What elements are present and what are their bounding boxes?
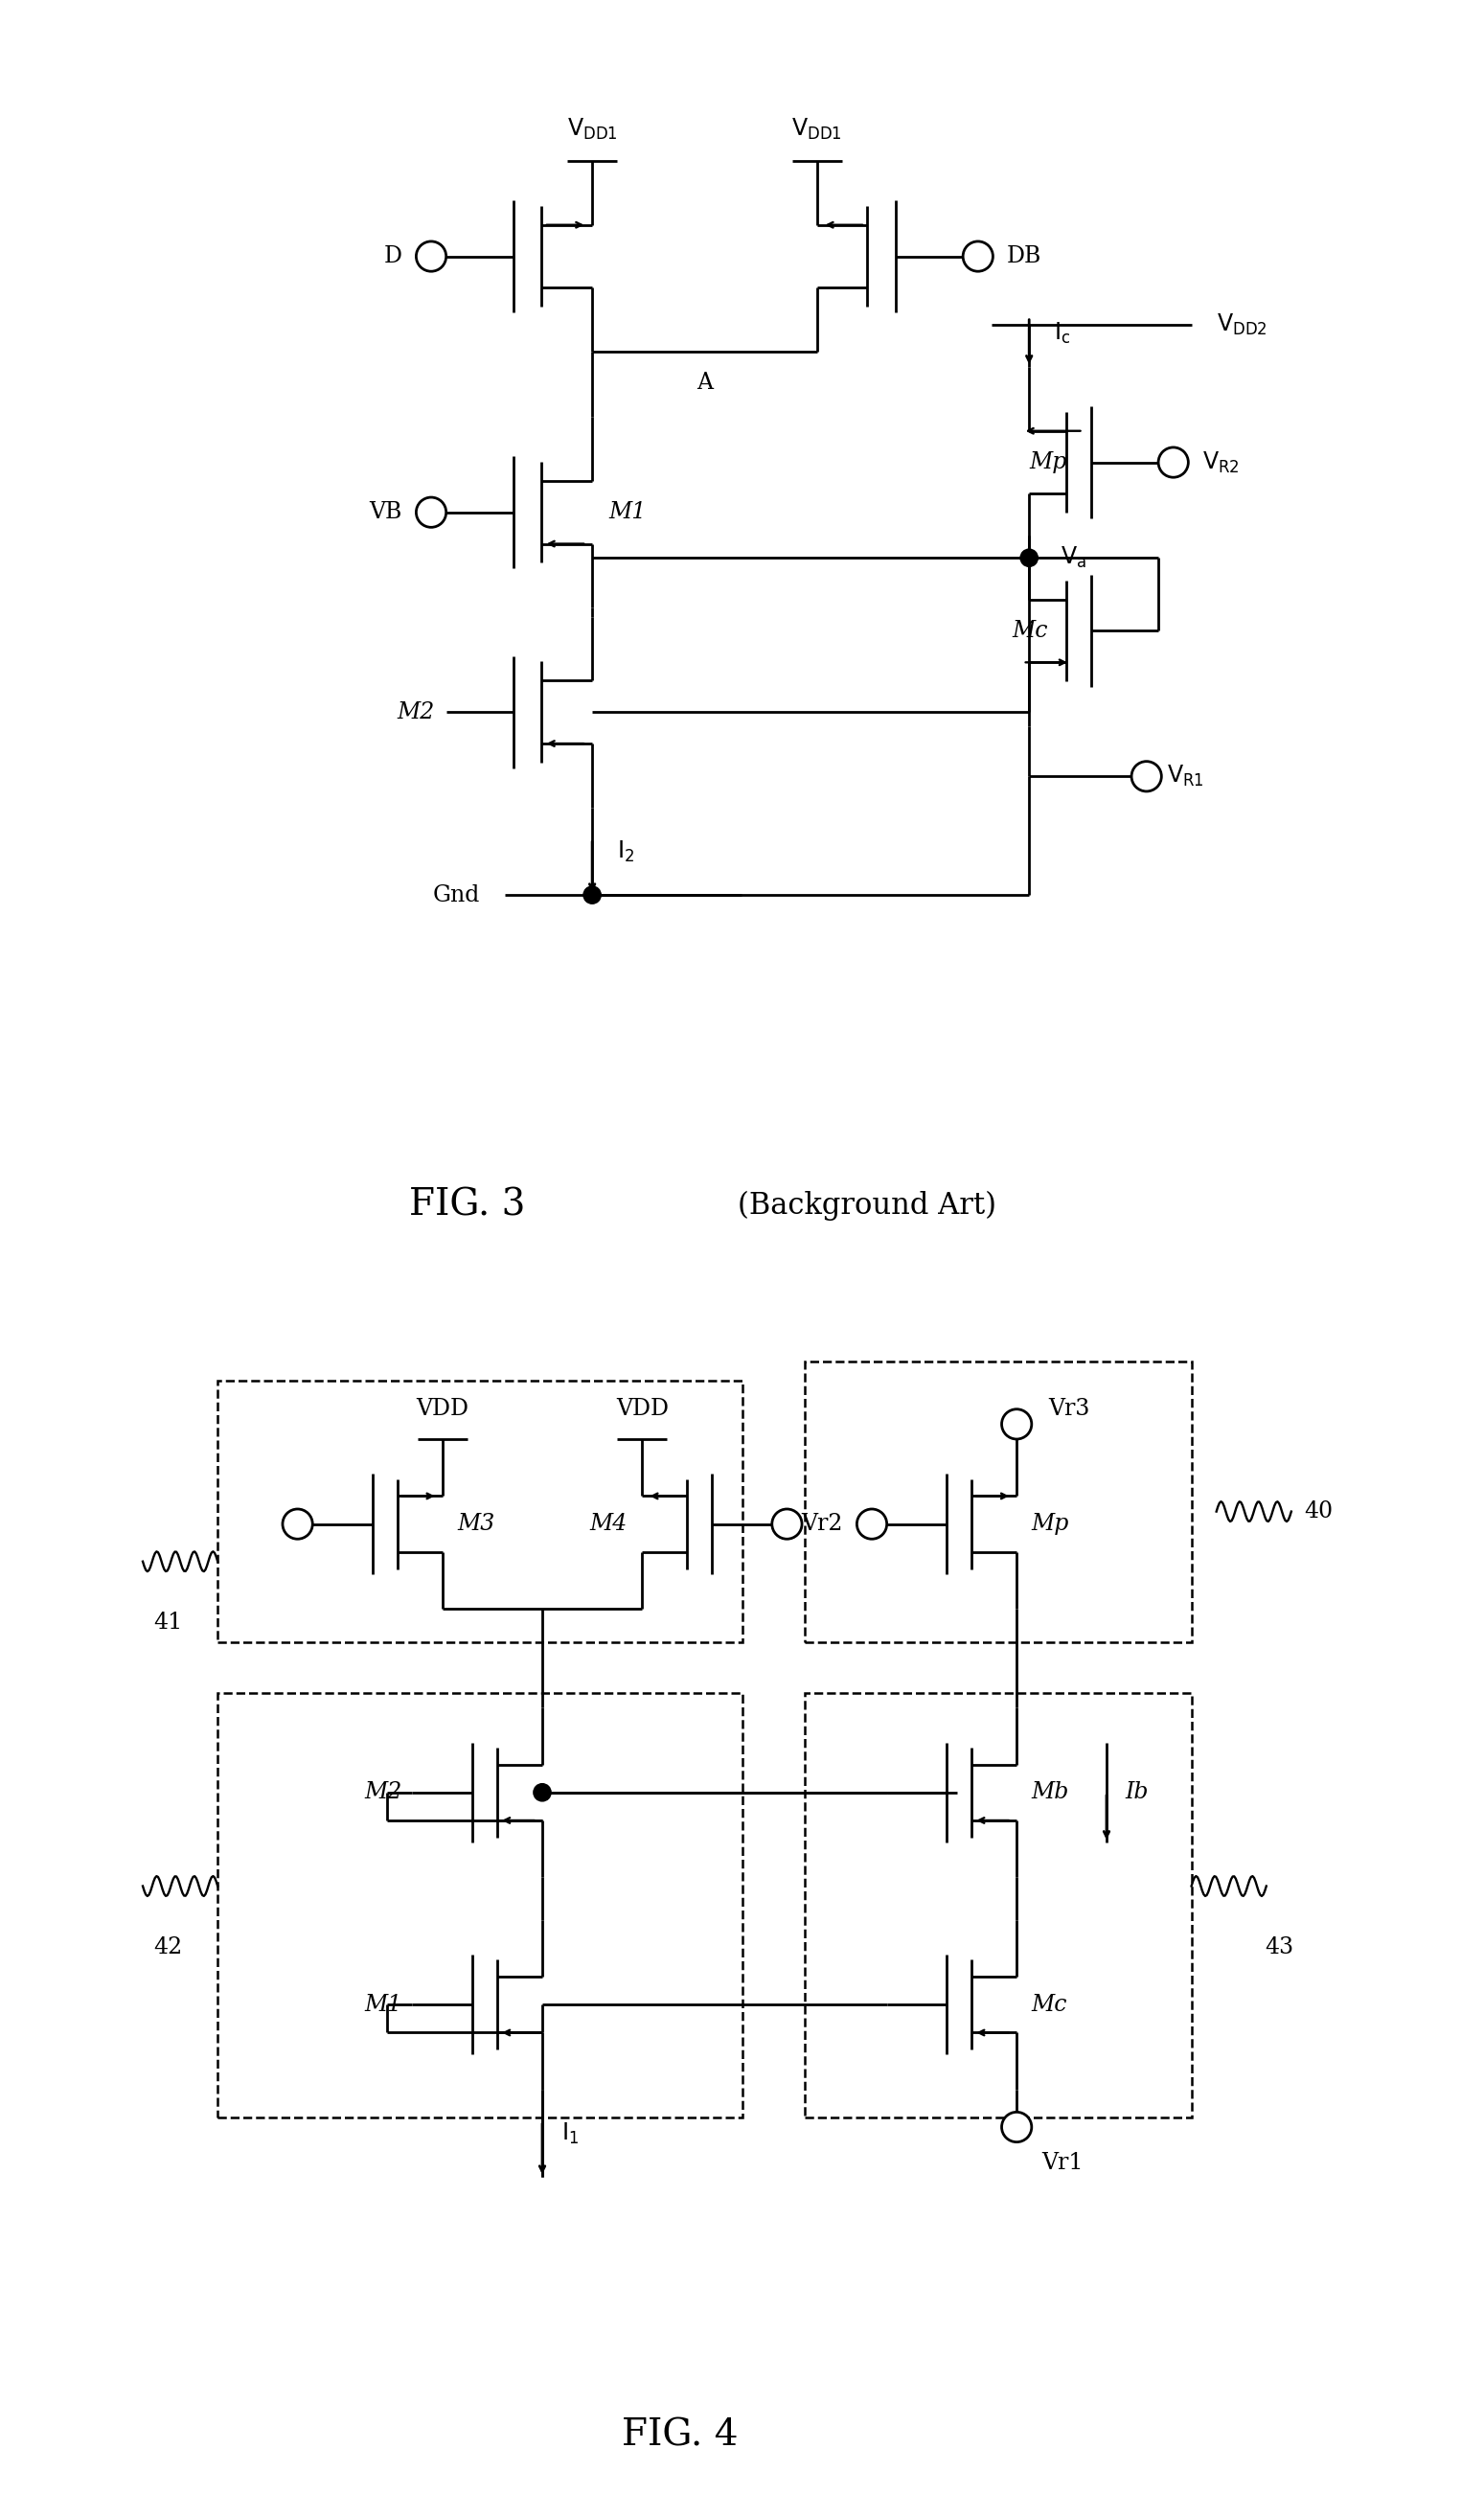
Circle shape: [772, 1510, 801, 1538]
Text: FIG. 4: FIG. 4: [622, 2419, 738, 2454]
Text: $\rm V_{DD2}$: $\rm V_{DD2}$: [1217, 312, 1267, 337]
Text: M4: M4: [589, 1513, 628, 1535]
Circle shape: [583, 886, 601, 904]
Circle shape: [963, 242, 993, 272]
Text: Gnd: Gnd: [432, 883, 479, 906]
Text: $\rm I_c$: $\rm I_c$: [1054, 320, 1070, 345]
Text: 40: 40: [1304, 1500, 1333, 1523]
Text: Mp: Mp: [1031, 1513, 1070, 1535]
Text: Mc: Mc: [1031, 1993, 1067, 2016]
Circle shape: [856, 1510, 887, 1538]
Circle shape: [1159, 448, 1189, 478]
Text: Ib: Ib: [1125, 1782, 1149, 1805]
Text: $\rm V_{DD1}$: $\rm V_{DD1}$: [567, 116, 617, 141]
Text: VB: VB: [370, 501, 402, 524]
Circle shape: [1002, 1410, 1031, 1440]
Text: Vr1: Vr1: [1042, 2152, 1083, 2175]
Text: VDD: VDD: [616, 1399, 668, 1420]
Text: M3: M3: [457, 1513, 496, 1535]
Text: Mp: Mp: [1028, 451, 1067, 473]
Text: (Background Art): (Background Art): [738, 1191, 996, 1221]
Text: $\rm V_{DD1}$: $\rm V_{DD1}$: [791, 116, 843, 141]
Text: M2: M2: [398, 702, 435, 722]
Text: Mb: Mb: [1031, 1782, 1070, 1805]
Circle shape: [1131, 760, 1162, 790]
Text: M1: M1: [608, 501, 647, 524]
Text: M2: M2: [365, 1782, 402, 1805]
Circle shape: [1002, 2112, 1031, 2142]
Text: DB: DB: [1006, 244, 1042, 267]
Text: Vr3: Vr3: [1048, 1399, 1089, 1420]
Text: $\rm V_{R2}$: $\rm V_{R2}$: [1202, 451, 1239, 476]
Text: $\rm V_a$: $\rm V_a$: [1061, 546, 1086, 571]
Text: 41: 41: [153, 1611, 183, 1634]
Text: A: A: [696, 373, 712, 395]
Text: FIG. 3: FIG. 3: [410, 1188, 525, 1223]
Text: D: D: [384, 244, 402, 267]
Circle shape: [282, 1510, 313, 1538]
Circle shape: [534, 1785, 551, 1802]
Text: 43: 43: [1264, 1936, 1293, 1958]
Text: 42: 42: [153, 1936, 183, 1958]
Circle shape: [416, 242, 447, 272]
Text: $\rm V_{R1}$: $\rm V_{R1}$: [1166, 763, 1204, 788]
Text: M1: M1: [365, 1993, 402, 2016]
Circle shape: [416, 498, 447, 526]
Circle shape: [1021, 549, 1037, 566]
Text: VDD: VDD: [416, 1399, 469, 1420]
Text: Mc: Mc: [1012, 619, 1048, 642]
Text: $\rm I_1$: $\rm I_1$: [561, 2122, 579, 2147]
Text: Vr2: Vr2: [801, 1513, 843, 1535]
Text: $\rm I_2$: $\rm I_2$: [617, 838, 635, 863]
